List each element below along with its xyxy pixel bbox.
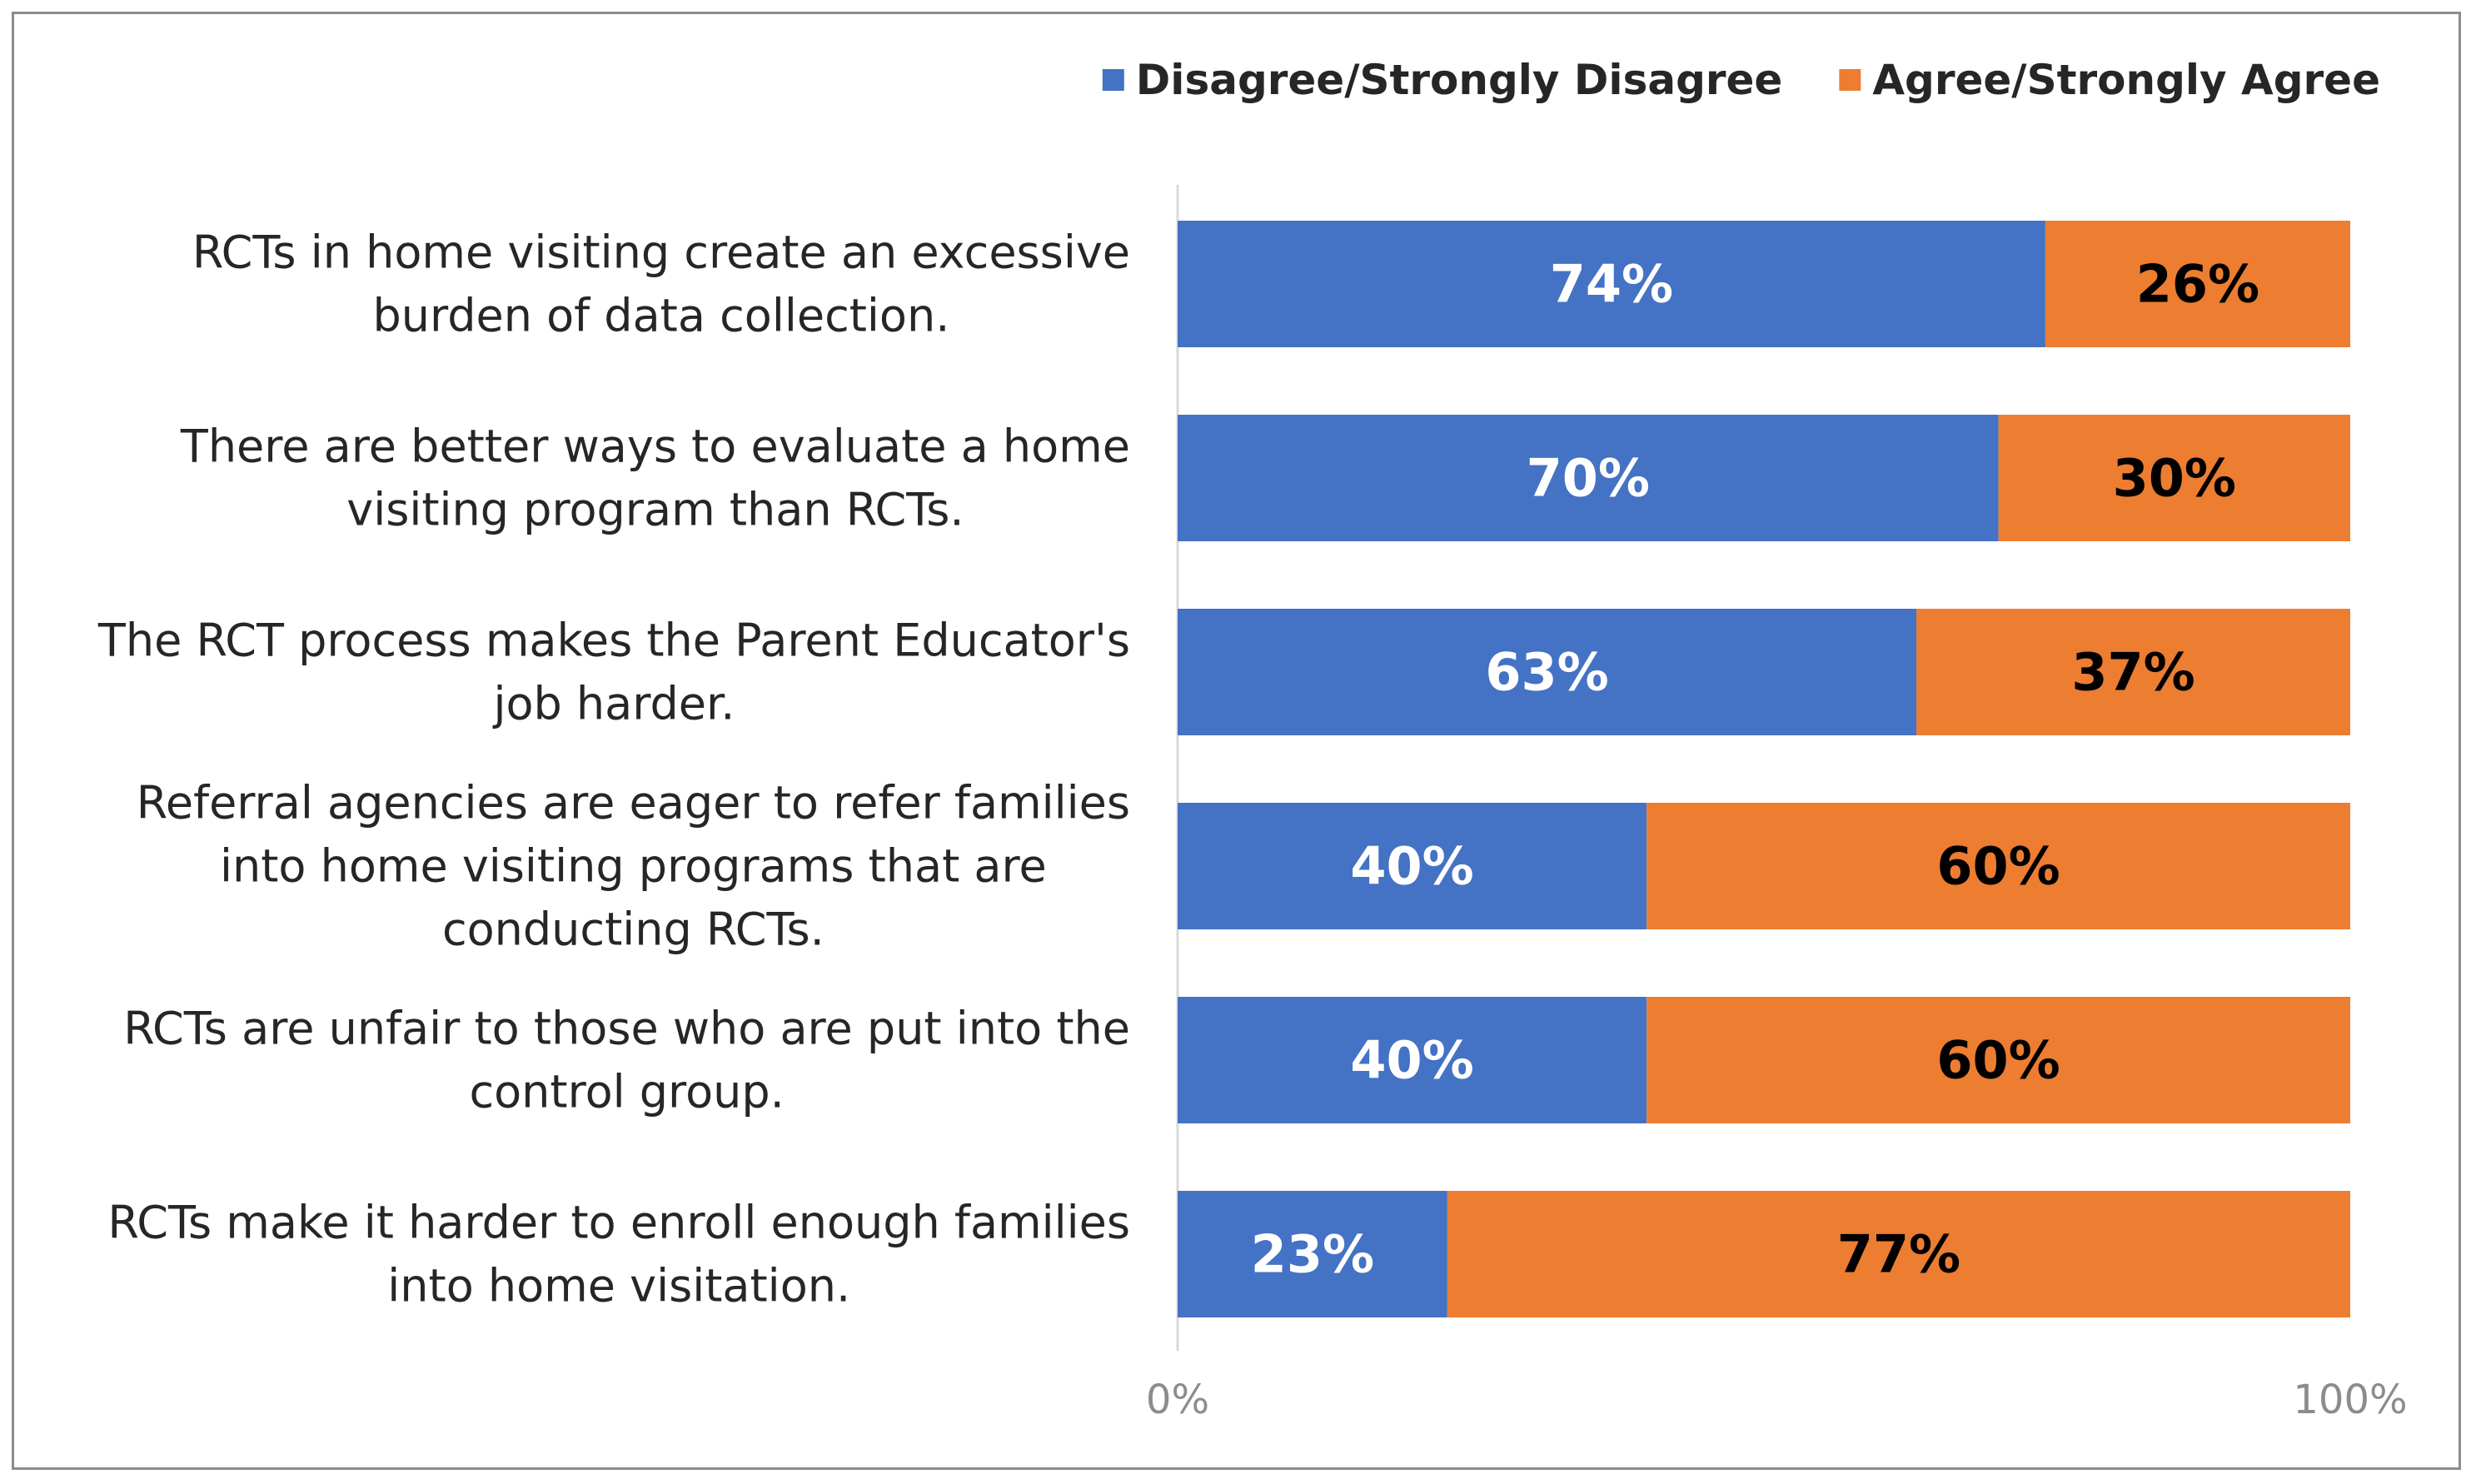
legend: Disagree/Strongly Disagree Agree/Strongly…: [1102, 56, 2380, 104]
bar-value-label: 74%: [1550, 254, 1673, 315]
bar-value-label: 60%: [1936, 836, 2060, 897]
category-label-line: RCTs make it harder to enroll enough fam…: [107, 1197, 1130, 1249]
bar-agree-1: [2045, 221, 2350, 347]
x-axis-ticks: 0% 100%: [1146, 1377, 2408, 1423]
category-label-line: RCTs in home visiting create an excessiv…: [192, 227, 1130, 279]
bar-disagree-1: [1178, 221, 2045, 347]
bar-disagree-3: [1178, 609, 1917, 735]
legend-swatch-disagree: [1102, 69, 1124, 91]
bar-value-label: 37%: [2071, 642, 2195, 703]
category-labels: RCTs in home visiting create an excessiv…: [97, 227, 1130, 1312]
category-label-line: into home visiting programs that are: [220, 840, 1047, 893]
category-label-4: Referral agencies are eager to refer fam…: [137, 777, 1130, 956]
bar-agree-3: [1916, 609, 2350, 735]
bar-value-label: 63%: [1485, 642, 1608, 703]
category-label-line: The RCT process makes the Parent Educato…: [97, 615, 1130, 667]
bar-value-label: 40%: [1350, 1030, 1473, 1091]
legend-swatch-agree: [1839, 69, 1861, 91]
bar-agree-4: [1647, 803, 2350, 929]
bar-disagree-5: [1178, 997, 1647, 1123]
category-label-line: There are better ways to evaluate a home: [180, 421, 1130, 473]
bar-disagree-2: [1178, 415, 1999, 541]
legend-label-agree: Agree/Strongly Agree: [1872, 56, 2380, 104]
x-tick-label: 0%: [1146, 1377, 1209, 1423]
category-label-line: Referral agencies are eager to refer fam…: [137, 777, 1130, 829]
bar-disagree-6: [1178, 1191, 1447, 1317]
bar-value-label: 23%: [1251, 1224, 1374, 1285]
bar-disagree-4: [1178, 803, 1647, 929]
category-label-5: RCTs are unfair to those who are put int…: [123, 1003, 1130, 1118]
category-label-line: control group.: [469, 1066, 784, 1118]
bar-agree-6: [1447, 1191, 2350, 1317]
category-label-3: The RCT process makes the Parent Educato…: [97, 615, 1130, 730]
category-label-line: job harder.: [492, 678, 735, 730]
category-label-line: RCTs are unfair to those who are put int…: [123, 1003, 1130, 1055]
bar-value-label: 70%: [1527, 448, 1650, 509]
category-label-line: conducting RCTs.: [442, 904, 825, 956]
category-label-2: There are better ways to evaluate a home…: [180, 421, 1130, 536]
bars-group: 74% 26% 70% 30% 63% 37% 40% 60% 40% 60% 23% 77%: [1178, 221, 2350, 1317]
bar-value-label: 60%: [1936, 1030, 2060, 1091]
x-tick-label: 100%: [2293, 1377, 2407, 1423]
category-label-1: RCTs in home visiting create an excessiv…: [192, 227, 1130, 342]
bar-value-label: 40%: [1350, 836, 1473, 897]
category-label-line: into home visitation.: [387, 1260, 850, 1312]
bar-value-label: 77%: [1837, 1224, 1960, 1285]
category-label-line: burden of data collection.: [372, 290, 949, 342]
bar-agree-2: [1998, 415, 2350, 541]
category-label-6: RCTs make it harder to enroll enough fam…: [107, 1197, 1130, 1312]
legend-label-disagree: Disagree/Strongly Disagree: [1136, 56, 1783, 104]
bar-agree-5: [1647, 997, 2350, 1123]
bar-value-label: 26%: [2136, 254, 2259, 315]
bar-value-label: 30%: [2113, 448, 2236, 509]
category-label-line: visiting program than RCTs.: [346, 484, 964, 536]
